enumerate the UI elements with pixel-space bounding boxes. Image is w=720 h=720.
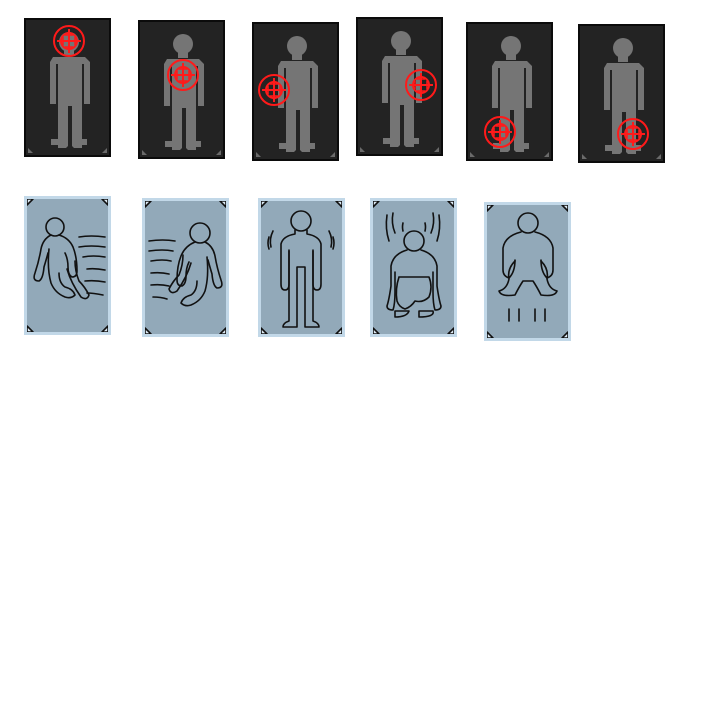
crosshair-icon bbox=[617, 118, 649, 150]
target-card-head[interactable] bbox=[24, 18, 111, 157]
crosshair-icon bbox=[53, 25, 85, 57]
body-silhouette-icon bbox=[582, 38, 661, 159]
body-silhouette-icon bbox=[256, 36, 335, 157]
crosshair-icon bbox=[405, 69, 437, 101]
body-silhouette-icon bbox=[360, 31, 439, 152]
crosshair-icon bbox=[484, 116, 516, 148]
crosshair-icon bbox=[167, 59, 199, 91]
squatting-figure-icon bbox=[487, 205, 568, 338]
target-card-chest[interactable] bbox=[138, 20, 225, 159]
running-figure-icon bbox=[27, 199, 108, 332]
crouching-figure-icon bbox=[373, 201, 454, 334]
pose-card-crouch[interactable] bbox=[370, 198, 457, 337]
pose-card-dash-right[interactable] bbox=[24, 196, 111, 335]
target-card-right-arm[interactable] bbox=[356, 17, 443, 156]
pose-card-stand[interactable] bbox=[258, 198, 345, 337]
body-silhouette-icon bbox=[470, 36, 549, 157]
body-silhouette-icon bbox=[142, 34, 221, 155]
standing-figure-icon bbox=[261, 201, 342, 334]
target-card-right-leg[interactable] bbox=[578, 24, 665, 163]
pose-card-dash-left[interactable] bbox=[142, 198, 229, 337]
crosshair-icon bbox=[258, 74, 290, 106]
running-figure-icon bbox=[145, 201, 226, 334]
body-silhouette-icon bbox=[28, 25, 107, 153]
target-card-left-arm[interactable] bbox=[252, 22, 339, 161]
pose-card-squat-jump[interactable] bbox=[484, 202, 571, 341]
target-card-left-leg[interactable] bbox=[466, 22, 553, 161]
